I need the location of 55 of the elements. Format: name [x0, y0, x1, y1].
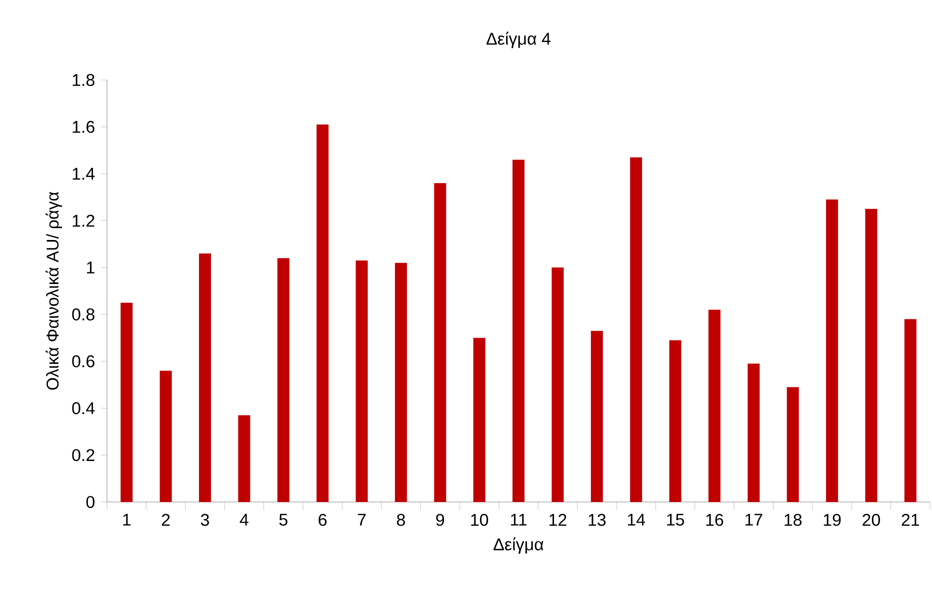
bar — [512, 160, 525, 502]
bar — [669, 340, 682, 502]
y-tick-label: 1 — [86, 262, 94, 274]
y-tick-label: 0.2 — [72, 449, 94, 462]
x-tick-label: 13 — [588, 514, 606, 526]
x-tick-label: 15 — [667, 514, 684, 526]
bar — [630, 157, 642, 502]
bar — [434, 183, 446, 502]
x-tick-label: 8 — [396, 514, 405, 526]
x-tick-label: 21 — [902, 514, 920, 526]
x-tick-label: 9 — [436, 514, 444, 526]
bar — [904, 319, 916, 502]
y-tick-label: 0.4 — [72, 402, 95, 414]
bar — [356, 260, 368, 502]
x-tick-label: 12 — [550, 514, 566, 526]
y-tick-label: 0 — [86, 496, 94, 508]
bar — [708, 310, 720, 502]
bar — [826, 200, 838, 502]
x-tick-label: 14 — [628, 514, 646, 526]
bar — [786, 387, 799, 502]
y-tick-label: 1.2 — [72, 214, 94, 227]
x-tick-label: 4 — [240, 514, 248, 526]
bar — [316, 124, 329, 502]
y-tick-label: 1.6 — [72, 120, 94, 133]
bar — [748, 364, 760, 502]
bar — [552, 268, 564, 502]
x-tick-label: 19 — [824, 514, 841, 526]
bar — [160, 370, 172, 502]
x-tick-label: 20 — [862, 514, 880, 526]
y-axis-title: Ολικά Φαινολικά AU/ ράγα — [46, 192, 62, 390]
x-tick-label: 5 — [279, 514, 288, 526]
x-tick-label: 1 — [123, 514, 130, 526]
bar — [198, 253, 211, 502]
y-tick-label: 1.8 — [72, 74, 94, 86]
x-tick-label: 18 — [784, 514, 802, 526]
y-tick-label: 0.6 — [72, 355, 94, 368]
x-tick-label: 2 — [162, 514, 170, 526]
bar — [590, 330, 603, 502]
x-tick-label: 11 — [510, 514, 527, 526]
bar — [865, 208, 878, 502]
bar — [394, 262, 407, 502]
x-tick-label: 3 — [200, 514, 209, 526]
y-tick-label: 1.4 — [72, 168, 95, 180]
bar — [238, 415, 250, 502]
y-tick-label: 0.8 — [72, 308, 94, 320]
bar — [277, 258, 290, 502]
x-tick-label: 16 — [706, 514, 724, 526]
x-tick-label: 6 — [318, 514, 327, 526]
x-tick-label: 7 — [358, 514, 366, 526]
x-axis-title: Δείγμα — [494, 537, 544, 554]
chart-title: Δείγμα 4 — [486, 32, 550, 48]
bar — [120, 302, 133, 502]
x-tick-label: 10 — [471, 514, 488, 526]
x-tick-label: 17 — [745, 514, 762, 526]
bar — [473, 338, 486, 502]
